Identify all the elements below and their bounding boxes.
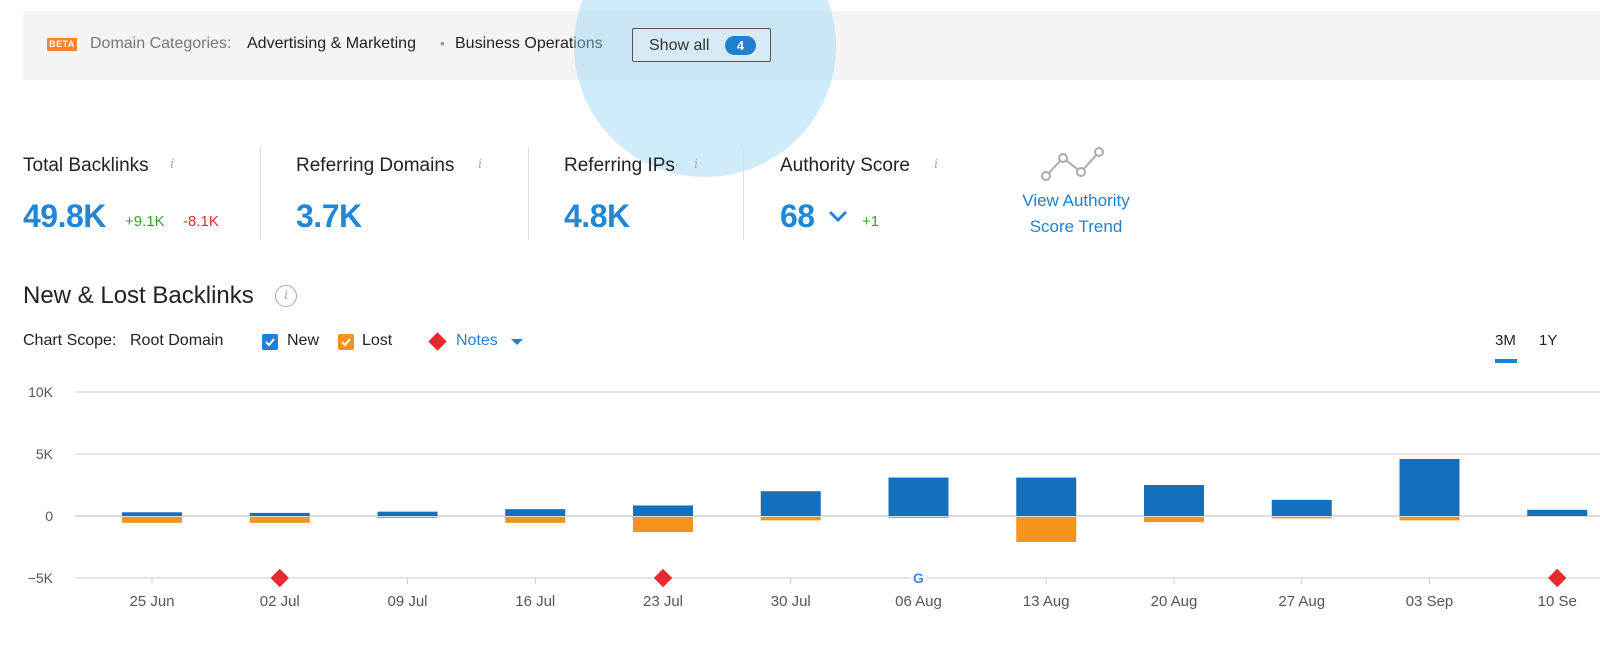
new-lost-backlinks-chart: −5K 0 5K 10K 25 Jun 02 Jul 09 Jul 16 Jul 23 Jul 3… bbox=[28, 384, 1600, 610]
new-bar bbox=[1016, 477, 1077, 516]
metric-divider bbox=[260, 147, 261, 240]
view-authority-score-trend-link[interactable]: View Authority Score Trend bbox=[1016, 188, 1136, 240]
legend-new-label[interactable]: New bbox=[287, 332, 320, 349]
period-tab-1y[interactable]: 1Y bbox=[1539, 332, 1558, 349]
show-all-count-badge: 4 bbox=[725, 36, 756, 55]
trend-link-line-2: Score Trend bbox=[1029, 217, 1123, 236]
category-advertising-marketing[interactable]: Advertising & Marketing bbox=[247, 35, 416, 52]
checkmark-icon bbox=[341, 338, 351, 347]
lost-bar bbox=[249, 517, 310, 523]
new-checkbox[interactable] bbox=[262, 334, 278, 350]
new-bar bbox=[1399, 458, 1460, 516]
legend-lost-label[interactable]: Lost bbox=[362, 332, 393, 349]
metric-divider bbox=[528, 147, 529, 240]
y-tick-label: 10K bbox=[28, 384, 54, 400]
lost-bar bbox=[633, 517, 693, 533]
x-tick-label: 09 Jul bbox=[387, 593, 427, 610]
chart-scope-value[interactable]: Root Domain bbox=[130, 332, 224, 349]
google-icon: G bbox=[913, 570, 924, 586]
authority-score-value: 68 bbox=[780, 198, 815, 234]
authority-score-change: +1 bbox=[862, 213, 880, 230]
total-backlinks-label: Total Backlinks bbox=[23, 155, 149, 176]
new-bar bbox=[633, 505, 693, 516]
total-backlinks-new[interactable]: +9.1K bbox=[125, 213, 165, 230]
checkmark-icon bbox=[265, 338, 275, 347]
new-bar bbox=[1527, 509, 1588, 516]
note-marker bbox=[1548, 568, 1567, 588]
domain-categories-banner bbox=[23, 11, 1600, 80]
y-tick-label: 5K bbox=[36, 446, 54, 462]
x-tick-label: 10 Se bbox=[1538, 593, 1577, 610]
new-bar bbox=[122, 512, 182, 516]
note-marker bbox=[653, 568, 673, 588]
period-tab-3m[interactable]: 3M bbox=[1495, 332, 1516, 349]
total-backlinks-value[interactable]: 49.8K bbox=[23, 198, 106, 234]
category-business-operations[interactable]: Business Operations bbox=[455, 35, 603, 52]
info-icon[interactable]: i bbox=[694, 157, 699, 172]
referring-ips-value[interactable]: 4.8K bbox=[564, 198, 630, 234]
notes-dropdown[interactable]: Notes bbox=[456, 332, 498, 349]
lost-bar bbox=[505, 517, 566, 523]
x-tick-label: 27 Aug bbox=[1278, 593, 1325, 610]
referring-domains-label: Referring Domains bbox=[296, 155, 455, 176]
trend-line-icon[interactable] bbox=[1041, 144, 1111, 184]
metric-divider bbox=[743, 147, 744, 240]
x-tick-label: 03 Sep bbox=[1406, 593, 1454, 610]
lost-bar bbox=[1016, 517, 1077, 543]
x-tick-label: 16 Jul bbox=[515, 593, 555, 610]
lost-bar bbox=[888, 517, 949, 518]
google-update-marker bbox=[910, 570, 927, 586]
new-bar bbox=[377, 511, 438, 516]
new-bar bbox=[505, 509, 566, 516]
x-tick-label: 30 Jul bbox=[771, 593, 811, 610]
x-tick-label: 23 Jul bbox=[643, 593, 683, 610]
info-icon[interactable]: i bbox=[275, 285, 297, 307]
show-all-label: Show all bbox=[649, 37, 710, 54]
x-tick-label: 06 Aug bbox=[895, 593, 942, 610]
click-highlight-overlay bbox=[574, 0, 836, 177]
referring-domains-value[interactable]: 3.7K bbox=[296, 198, 362, 234]
domain-categories-label: Domain Categories: bbox=[90, 35, 232, 52]
new-bar bbox=[760, 491, 821, 516]
new-bar bbox=[888, 477, 949, 516]
lost-bar bbox=[1271, 517, 1332, 519]
referring-ips-label: Referring IPs bbox=[564, 155, 675, 176]
lost-checkbox[interactable] bbox=[338, 334, 354, 350]
new-bar bbox=[249, 512, 310, 516]
lost-bar bbox=[122, 517, 182, 523]
info-icon[interactable]: i bbox=[934, 157, 939, 172]
chevron-down-icon[interactable] bbox=[826, 206, 850, 226]
lost-bar bbox=[377, 517, 438, 518]
caret-down-icon[interactable] bbox=[511, 339, 523, 345]
new-bar bbox=[1271, 499, 1332, 516]
category-separator: • bbox=[440, 35, 445, 51]
authority-score-label: Authority Score bbox=[780, 155, 910, 176]
total-backlinks-lost[interactable]: -8.1K bbox=[183, 213, 219, 230]
section-title: New & Lost Backlinks bbox=[23, 282, 254, 309]
info-icon[interactable]: i bbox=[170, 157, 175, 172]
show-all-button[interactable]: Show all 4 bbox=[632, 28, 771, 62]
y-tick-label: 0 bbox=[45, 508, 53, 524]
lost-bar bbox=[1144, 517, 1204, 523]
active-period-indicator bbox=[1495, 359, 1517, 363]
info-icon[interactable]: i bbox=[478, 157, 483, 172]
trend-link-line-1: View Authority bbox=[1022, 191, 1130, 210]
chart-scope-label: Chart Scope: bbox=[23, 332, 117, 349]
x-tick-label: 02 Jul bbox=[260, 593, 300, 610]
note-marker bbox=[270, 568, 289, 588]
x-tick-label: 13 Aug bbox=[1023, 593, 1070, 610]
lost-bar bbox=[1399, 517, 1460, 521]
beta-badge: BETA bbox=[47, 38, 77, 51]
x-tick-label: 20 Aug bbox=[1151, 593, 1198, 610]
lost-bar bbox=[760, 517, 821, 521]
x-tick-label: 25 Jun bbox=[129, 593, 174, 610]
y-tick-label: −5K bbox=[28, 570, 54, 586]
new-bar bbox=[1144, 485, 1204, 516]
notes-diamond-icon bbox=[428, 332, 447, 351]
